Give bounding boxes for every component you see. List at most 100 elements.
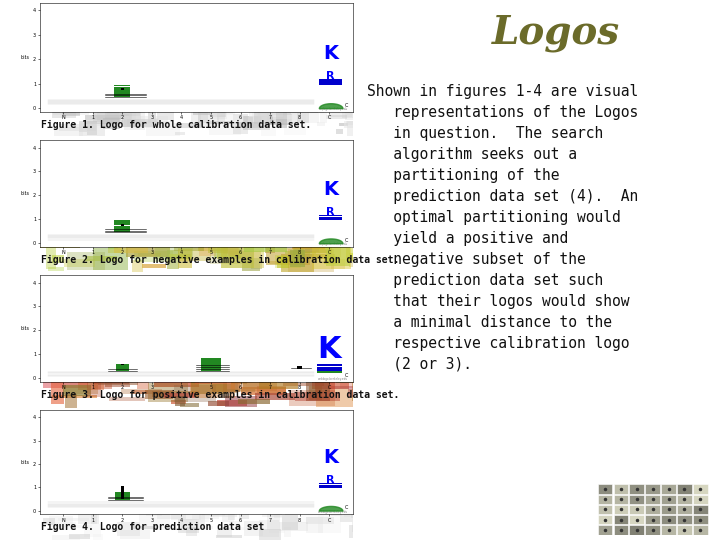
- Bar: [59, 124, 96, 131]
- Bar: [693, 505, 708, 514]
- Bar: [294, 232, 318, 252]
- Text: R: R: [326, 207, 335, 217]
- Bar: [315, 377, 335, 393]
- Bar: [598, 505, 612, 514]
- Bar: [214, 102, 235, 115]
- Bar: [67, 252, 105, 269]
- Bar: [50, 516, 73, 528]
- Bar: [241, 387, 286, 395]
- Bar: [202, 110, 233, 123]
- Bar: [598, 525, 612, 535]
- Bar: [324, 255, 337, 265]
- Bar: [317, 367, 342, 371]
- Bar: [217, 528, 232, 537]
- Bar: [85, 120, 122, 124]
- Text: Figure 3. Logo for positive examples in calibration data set.: Figure 3. Logo for positive examples in …: [41, 390, 400, 400]
- Bar: [339, 123, 348, 126]
- Bar: [678, 484, 692, 494]
- Bar: [238, 399, 270, 404]
- Bar: [93, 248, 127, 271]
- Bar: [223, 381, 238, 393]
- Bar: [319, 483, 343, 484]
- Bar: [120, 89, 124, 91]
- Bar: [148, 383, 188, 402]
- Bar: [114, 90, 130, 97]
- Bar: [299, 502, 330, 515]
- Text: weblogo.berkeley.edu: weblogo.berkeley.edu: [318, 510, 348, 514]
- Bar: [317, 370, 342, 374]
- Bar: [193, 100, 211, 115]
- Bar: [93, 534, 103, 539]
- Bar: [175, 396, 185, 406]
- Bar: [215, 249, 241, 258]
- Bar: [138, 121, 171, 127]
- Bar: [186, 527, 197, 536]
- Bar: [78, 373, 104, 389]
- Bar: [86, 256, 117, 261]
- Bar: [114, 226, 130, 232]
- Bar: [645, 525, 660, 535]
- Bar: [114, 85, 130, 86]
- Bar: [116, 366, 129, 371]
- Bar: [210, 242, 253, 264]
- Bar: [74, 525, 92, 528]
- Bar: [55, 525, 65, 530]
- Bar: [231, 366, 246, 384]
- Bar: [169, 254, 192, 259]
- Bar: [153, 390, 199, 397]
- Bar: [662, 525, 676, 535]
- Bar: [349, 256, 382, 267]
- Bar: [115, 492, 130, 495]
- Y-axis label: bits: bits: [20, 191, 30, 196]
- Bar: [282, 515, 298, 530]
- Text: C: C: [345, 505, 348, 510]
- Bar: [662, 515, 676, 524]
- Bar: [343, 503, 374, 517]
- Bar: [53, 103, 80, 115]
- Bar: [304, 254, 335, 259]
- Bar: [93, 368, 112, 389]
- Bar: [202, 358, 220, 361]
- Bar: [230, 371, 276, 390]
- Bar: [297, 101, 309, 123]
- Text: K: K: [323, 449, 338, 468]
- Bar: [276, 106, 287, 127]
- Bar: [629, 495, 644, 504]
- Bar: [154, 382, 199, 387]
- Bar: [251, 259, 262, 268]
- Text: Figure 4. Logo for prediction data set: Figure 4. Logo for prediction data set: [41, 522, 264, 532]
- Bar: [318, 512, 341, 532]
- Bar: [212, 384, 240, 392]
- Bar: [269, 261, 282, 265]
- Bar: [317, 122, 325, 126]
- Bar: [58, 517, 89, 521]
- Bar: [242, 258, 261, 272]
- Bar: [142, 264, 166, 268]
- Bar: [217, 111, 225, 122]
- Bar: [292, 226, 325, 248]
- Bar: [94, 377, 129, 384]
- Bar: [348, 525, 374, 538]
- Bar: [228, 389, 255, 392]
- Bar: [312, 369, 349, 389]
- Bar: [347, 121, 374, 136]
- Bar: [270, 511, 300, 514]
- Bar: [598, 484, 612, 494]
- Bar: [613, 484, 628, 494]
- Bar: [319, 485, 343, 489]
- Bar: [302, 237, 341, 257]
- Bar: [306, 517, 323, 533]
- Bar: [243, 521, 263, 536]
- Bar: [137, 373, 149, 389]
- Bar: [108, 242, 117, 249]
- Bar: [267, 107, 300, 125]
- Bar: [117, 522, 140, 536]
- Bar: [274, 507, 282, 518]
- Bar: [330, 105, 351, 117]
- Bar: [293, 242, 304, 262]
- Bar: [62, 112, 80, 116]
- Bar: [238, 122, 261, 128]
- Bar: [266, 512, 280, 530]
- Bar: [613, 525, 628, 535]
- Bar: [225, 396, 257, 407]
